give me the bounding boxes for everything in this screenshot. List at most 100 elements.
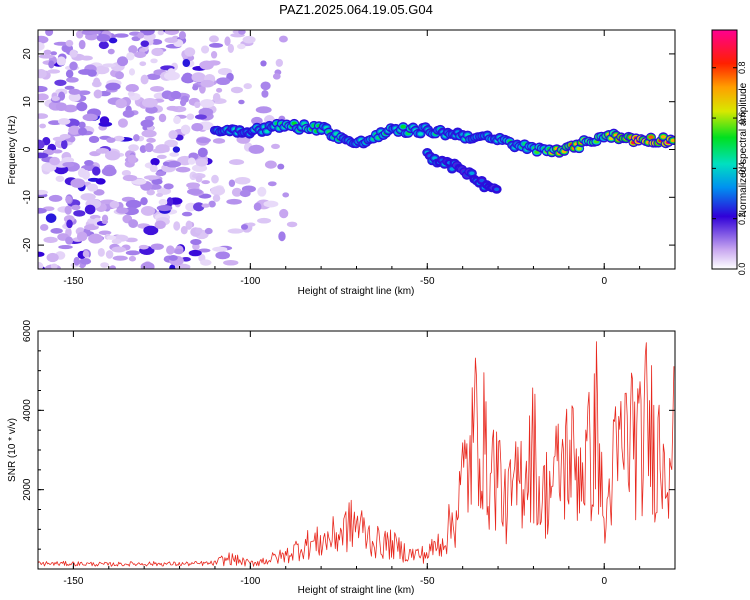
spectrogram-noise-cell xyxy=(65,236,74,245)
snr-panel: -150 -100 -50 0 2000 4000 6000 Height of strai… xyxy=(7,319,676,596)
spectrogram-y-tick-label: -20 xyxy=(22,237,33,252)
spectrogram-noise-cell xyxy=(68,92,81,102)
spectrogram-noise-cell xyxy=(190,238,202,245)
spectrogram-noise-cell xyxy=(197,147,208,158)
spectrogram-noise-cell xyxy=(182,58,191,68)
spectrogram-signal-cell xyxy=(417,132,424,136)
spectrogram-noise-cell xyxy=(242,35,256,44)
spectrogram-noise-cell xyxy=(69,61,78,71)
spectrogram-noise-cell xyxy=(194,101,201,109)
spectrogram-noise-cell xyxy=(137,32,145,39)
spectrogram-noise-cell xyxy=(88,233,103,244)
spectrogram-noise-cell xyxy=(255,106,272,114)
spectrogram-x-tick-label: -150 xyxy=(63,276,83,287)
spectrogram-noise-cell xyxy=(191,123,204,132)
spectrogram-noise-cell xyxy=(149,164,158,173)
spectrogram-noise-cell xyxy=(64,205,72,215)
spectrogram-noise-cell xyxy=(180,124,191,135)
spectrogram-noise-cell xyxy=(260,81,271,91)
spectrogram-noise-cell xyxy=(38,207,47,214)
spectrogram-noise-cell xyxy=(248,144,265,154)
spectrogram-noise-cell xyxy=(115,71,124,80)
spectrogram-noise-cell xyxy=(212,92,221,103)
spectrogram-noise-cell xyxy=(106,235,117,240)
spectrogram-noise-cell xyxy=(93,89,103,99)
spectrogram-noise-cell xyxy=(128,255,136,262)
spectrogram-noise-cell xyxy=(127,154,137,164)
spectrogram-signal-cell xyxy=(670,138,675,143)
snr-x-axis-label: Height of straight line (km) xyxy=(298,585,415,596)
spectrogram-noise-cell xyxy=(96,33,111,43)
spectrogram-noise-cell xyxy=(272,73,281,80)
spectrogram-noise-cell xyxy=(117,118,128,128)
spectrogram-noise-cell xyxy=(277,163,285,170)
spectrogram-noise-cell xyxy=(216,77,231,86)
spectrogram-noise-cell xyxy=(45,30,54,37)
spectrogram-noise-cell xyxy=(63,104,78,113)
spectrogram-noise-cell xyxy=(39,123,46,129)
spectrogram-noise-cell xyxy=(191,72,206,83)
spectrogram-noise-cell xyxy=(200,259,212,266)
spectrogram-noise-cell xyxy=(210,186,226,196)
spectrogram-noise-cell xyxy=(278,231,286,242)
spectrogram-noise-cell xyxy=(138,244,149,250)
spectrogram-noise-cell xyxy=(140,40,150,48)
spectrogram-noise-cell xyxy=(38,261,44,269)
spectrogram-noise-cell xyxy=(163,183,174,190)
spectrogram-noise-cell xyxy=(125,199,142,209)
spectrogram-frame xyxy=(37,29,676,270)
spectrogram-noise-cell xyxy=(210,51,218,59)
spectrogram-noise-cell xyxy=(200,79,215,88)
spectrogram-noise-cell xyxy=(241,224,249,230)
spectrogram-noise-cell xyxy=(80,193,96,201)
spectrogram-noise-cell xyxy=(201,180,210,185)
spectrogram-noise-cell xyxy=(113,33,129,38)
spectrogram-noise-cell xyxy=(173,221,181,231)
spectrogram-noise-cell xyxy=(38,152,49,159)
spectrogram-noise-cell xyxy=(105,250,114,259)
spectrogram-noise-cell xyxy=(201,203,210,208)
spectrogram-noise-cell xyxy=(64,85,75,90)
spectrogram-noise-cell xyxy=(227,43,235,53)
snr-y-tick-label: 2000 xyxy=(22,478,33,501)
spectrogram-y-tick-label: -10 xyxy=(22,190,33,205)
spectrogram-noise-cell xyxy=(169,264,176,269)
spectrogram-noise-cell xyxy=(78,127,88,136)
spectrogram-noise-cell xyxy=(59,133,71,139)
spectrogram-noise-cell xyxy=(155,144,170,153)
spectrogram-noise-cell xyxy=(38,35,49,44)
spectrogram-noise-cell xyxy=(104,150,121,161)
spectrogram-noise-cell xyxy=(40,224,49,231)
spectrogram-noise-cell xyxy=(253,202,262,211)
spectrogram-noise-cell xyxy=(49,156,60,166)
spectrogram-noise-cell xyxy=(144,142,154,153)
spectrogram-noise-cell xyxy=(194,114,207,120)
spectrogram-noise-cell xyxy=(260,60,267,67)
spectrogram-noise-cell xyxy=(279,208,289,219)
spectrogram-y-tick-label: 20 xyxy=(22,48,33,60)
chart-title: PAZ1.2025.064.19.05.G04 xyxy=(279,2,433,17)
spectrogram-noise-cell xyxy=(186,113,195,120)
spectrogram-noise-cell xyxy=(170,90,182,100)
spectrogram-noise-cell xyxy=(164,139,178,148)
spectrogram-noise-cell xyxy=(65,39,74,47)
spectrogram-noise-cell xyxy=(117,56,129,67)
spectrogram-noise-cell xyxy=(155,192,163,197)
spectrogram-noise-cell xyxy=(154,220,166,229)
spectrogram-noise-cell xyxy=(195,158,209,167)
spectrogram-noise-cell xyxy=(73,210,86,217)
spectrogram-noise-cell xyxy=(122,109,135,118)
spectrogram-noise-cell xyxy=(53,41,70,46)
spectrogram-noise-cell xyxy=(246,222,256,227)
colorbar-label: Normalized spectral amplitude xyxy=(738,82,749,217)
spectrogram-branch-cell xyxy=(469,171,475,176)
spectrogram-noise-cell xyxy=(131,178,147,185)
spectrogram-noise-cell xyxy=(173,116,181,125)
spectrogram-noise-cell xyxy=(146,137,156,143)
spectrogram-noise-cell xyxy=(226,198,242,205)
spectrogram-noise-cell xyxy=(54,79,67,86)
spectrogram-noise-cell xyxy=(164,30,179,36)
